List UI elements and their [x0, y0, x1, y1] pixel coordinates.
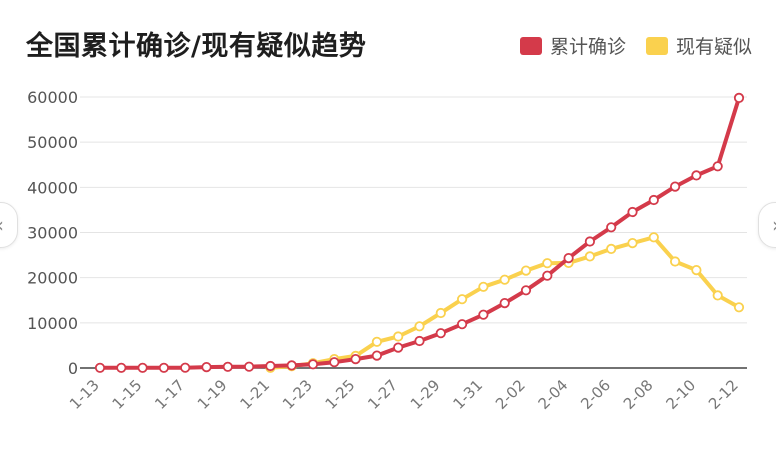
data-point-suspected	[499, 274, 510, 285]
legend-swatch-suspected	[645, 36, 668, 55]
data-point-confirmed	[584, 236, 596, 247]
x-tick-label: 1-25	[322, 376, 359, 413]
legend-swatch-confirmed	[519, 36, 542, 55]
x-tick-label: 2-02	[492, 376, 529, 413]
data-point-confirmed	[158, 362, 169, 373]
x-tick-label: 2-06	[577, 376, 614, 413]
x-tick-label: 2-10	[662, 376, 699, 413]
data-point-confirmed	[669, 181, 681, 192]
data-point-confirmed	[456, 319, 468, 330]
chart-legend: 累计确诊 现有疑似	[519, 32, 752, 59]
chart-title: 全国累计确诊/现有疑似趋势	[26, 31, 367, 62]
data-point-suspected	[414, 321, 425, 332]
data-point-confirmed	[371, 350, 382, 361]
data-point-suspected	[606, 243, 617, 254]
legend-item-confirmed[interactable]: 累计确诊	[519, 32, 626, 59]
y-tick-label: 20000	[27, 269, 78, 288]
data-point-confirmed	[180, 362, 191, 373]
legend-label-confirmed: 累计确诊	[549, 36, 626, 58]
data-point-confirmed	[520, 285, 532, 296]
data-point-suspected	[648, 232, 659, 243]
data-point-suspected	[478, 281, 489, 292]
data-point-confirmed	[627, 206, 638, 218]
data-point-suspected	[371, 336, 382, 347]
data-point-suspected	[456, 294, 468, 305]
data-point-confirmed	[648, 194, 659, 206]
data-point-confirmed	[329, 357, 340, 368]
data-point-suspected	[584, 251, 596, 262]
data-point-confirmed	[244, 361, 255, 372]
chevron-left-icon: ‹	[0, 213, 4, 237]
x-tick-label: 2-12	[705, 376, 742, 413]
x-tick-label: 1-15	[109, 376, 146, 413]
data-point-confirmed	[414, 335, 425, 347]
data-point-confirmed	[137, 362, 148, 373]
next-chart-button[interactable]: ›	[758, 202, 776, 248]
data-point-confirmed	[307, 359, 319, 370]
data-point-confirmed	[691, 170, 702, 181]
data-point-suspected	[712, 290, 723, 301]
data-point-confirmed	[222, 361, 233, 372]
x-tick-label: 2-04	[535, 376, 572, 413]
data-point-suspected	[733, 302, 745, 313]
x-tick-label: 1-23	[279, 376, 316, 413]
data-point-confirmed	[350, 353, 361, 365]
data-point-confirmed	[563, 253, 574, 264]
legend-label-suspected: 现有疑似	[675, 36, 752, 58]
data-point-suspected	[691, 264, 702, 276]
data-point-confirmed	[499, 297, 510, 309]
data-point-confirmed	[478, 309, 489, 320]
y-tick-label: 40000	[27, 178, 78, 197]
x-tick-label: 1-27	[364, 376, 401, 413]
data-point-confirmed	[606, 222, 617, 233]
x-tick-label: 1-19	[194, 376, 231, 413]
data-point-suspected	[542, 258, 553, 269]
y-tick-label: 10000	[27, 314, 78, 333]
x-tick-label: 1-13	[66, 376, 103, 413]
data-point-confirmed	[712, 161, 723, 172]
x-tick-label: 1-21	[236, 376, 273, 413]
data-point-confirmed	[733, 92, 745, 104]
x-tick-label: 1-17	[151, 376, 188, 413]
data-point-confirmed	[435, 328, 446, 339]
data-point-suspected	[393, 331, 404, 342]
data-point-confirmed	[265, 360, 276, 372]
chevron-right-icon: ›	[772, 213, 776, 237]
data-point-confirmed	[94, 362, 106, 373]
data-point-confirmed	[393, 342, 404, 353]
legend-item-suspected[interactable]: 现有疑似	[645, 32, 752, 59]
data-point-suspected	[520, 265, 532, 276]
data-point-confirmed	[542, 270, 553, 281]
data-point-confirmed	[116, 362, 127, 373]
data-point-confirmed	[286, 360, 297, 371]
x-tick-label: 1-29	[407, 376, 444, 413]
data-point-confirmed	[201, 361, 212, 373]
y-tick-label: 30000	[27, 224, 78, 243]
data-point-suspected	[669, 256, 681, 267]
y-tick-label: 60000	[27, 88, 78, 107]
y-tick-label: 50000	[27, 133, 78, 152]
x-tick-label: 2-08	[620, 376, 657, 413]
x-tick-label: 1-31	[449, 376, 486, 413]
data-point-suspected	[435, 307, 446, 319]
data-point-suspected	[627, 238, 638, 249]
y-tick-label: 0	[68, 359, 78, 378]
